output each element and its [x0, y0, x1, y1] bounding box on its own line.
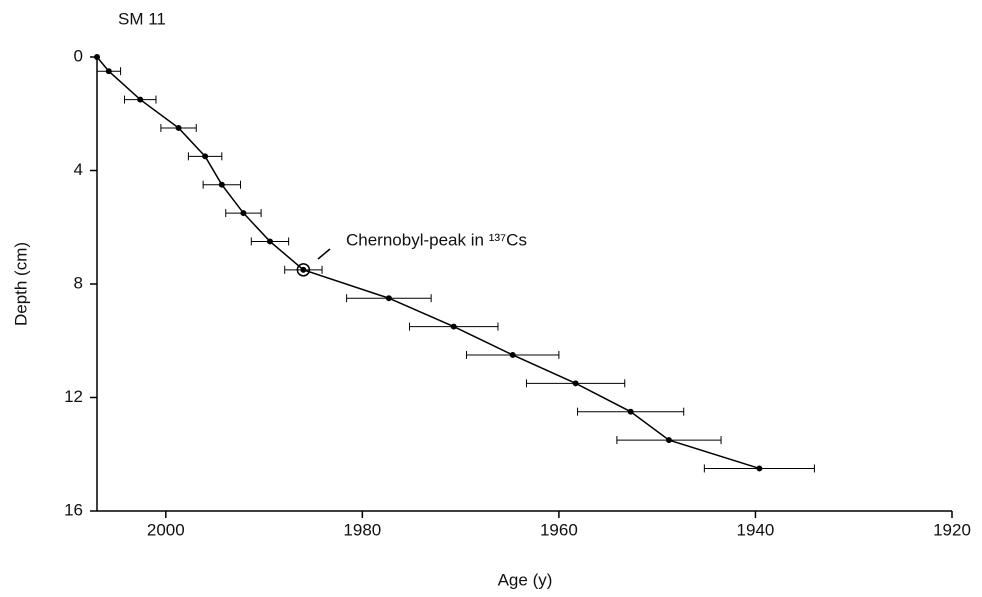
data-point: [240, 210, 247, 217]
data-point: [385, 295, 392, 302]
data-point: [572, 380, 579, 387]
data-point: [450, 323, 457, 330]
data-point: [756, 465, 763, 472]
x-tick-label: 1960: [540, 520, 578, 539]
data-point: [202, 153, 209, 160]
annotation: Chernobyl-peak in ¹³⁷Cs: [346, 230, 527, 249]
data-point: [665, 437, 672, 444]
data-point: [266, 238, 273, 245]
data-point: [137, 96, 144, 103]
data-point: [300, 266, 307, 273]
x-axis-label: Age (y): [498, 570, 553, 589]
y-axis-label: Depth (cm): [11, 242, 30, 326]
data-point: [509, 351, 516, 358]
y-tick-label: 16: [64, 500, 83, 519]
y-tick-label: 0: [74, 46, 83, 65]
x-tick-label: 1980: [343, 520, 381, 539]
y-tick-label: 12: [64, 387, 83, 406]
x-tick-label: 2000: [147, 520, 185, 539]
data-point: [218, 181, 225, 188]
data-point: [175, 124, 182, 131]
chart-title: SM 11: [118, 9, 166, 28]
chernobyl-marker: [296, 263, 311, 277]
data-point: [94, 54, 100, 60]
y-tick-label: 4: [74, 160, 83, 179]
data-point: [627, 408, 634, 415]
annotation-pointer: [317, 248, 331, 260]
y-tick-label: 8: [74, 273, 83, 292]
data-point: [105, 68, 112, 75]
data-line: [96, 56, 760, 470]
x-tick-label: 1940: [737, 520, 775, 539]
x-tick-label: 1920: [933, 520, 971, 539]
